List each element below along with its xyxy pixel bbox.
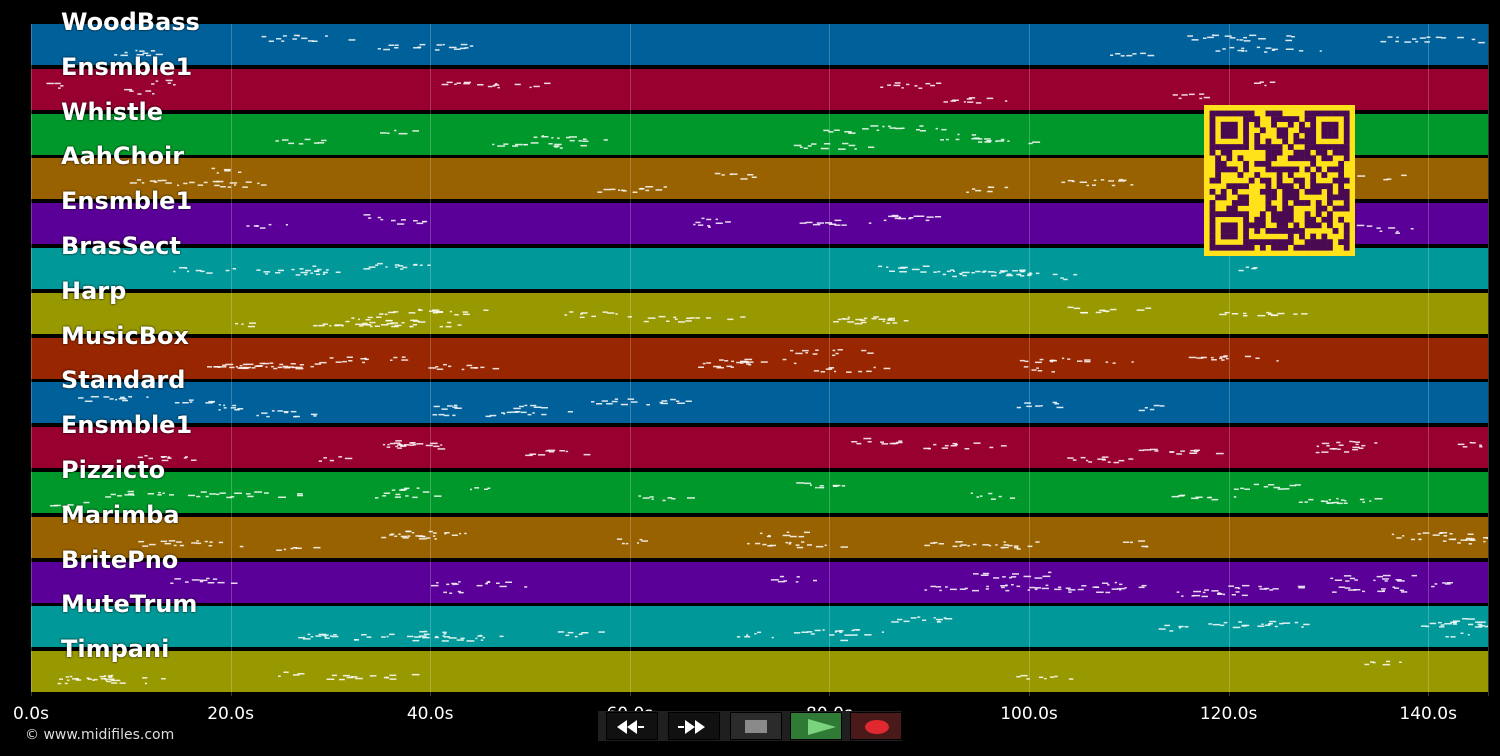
track-name-label: Timpani — [61, 635, 170, 664]
rewind-icon — [617, 720, 644, 734]
fast-forward-icon — [678, 720, 705, 734]
track-name-label: Pizzicto — [61, 456, 166, 484]
note-marks — [275, 124, 1041, 150]
track-lane[interactable]: Timpani — [31, 635, 1488, 695]
time-tick-label: 140.0s — [1399, 704, 1457, 724]
track-lane[interactable]: BritePno — [31, 546, 1488, 605]
time-gridline — [1428, 24, 1430, 696]
time-gridline — [230, 24, 232, 696]
stop-icon — [745, 720, 767, 733]
note-marks — [298, 616, 1488, 643]
track-name-label: Whistle — [61, 97, 164, 126]
note-marks — [235, 306, 1308, 328]
track-name-label: Standard — [61, 366, 186, 395]
rewind-button[interactable] — [606, 712, 658, 740]
track-name-label: Harp — [61, 276, 127, 305]
note-marks — [129, 168, 1407, 194]
stop-button[interactable] — [730, 712, 782, 740]
play-icon — [808, 719, 836, 735]
note-marks — [170, 571, 1453, 597]
track-name-label: Ensmble1 — [61, 52, 193, 81]
qr-code-image — [1209, 110, 1350, 251]
credit-text: © www.midifiles.com — [25, 727, 175, 743]
note-marks — [46, 79, 1276, 104]
time-tick-label: 100.0s — [1000, 704, 1058, 724]
time-gridline — [31, 24, 32, 696]
transport-bar — [598, 711, 902, 741]
note-marks — [207, 348, 1279, 373]
note-marks — [114, 34, 1485, 57]
track-lane[interactable]: Marimba — [31, 501, 1488, 560]
track-lane[interactable]: Harp — [31, 277, 1488, 336]
track-name-label: AahChoir — [61, 142, 185, 171]
play-button[interactable] — [790, 712, 842, 740]
time-tick-label: 20.0s — [207, 704, 254, 724]
track-name-label: MusicBox — [61, 321, 189, 350]
time-gridline — [629, 24, 631, 696]
qr-code — [1204, 105, 1355, 256]
track-lane[interactable]: WoodBass — [31, 8, 1488, 67]
track-name-label: MuteTrum — [61, 590, 198, 619]
fast-forward-button[interactable] — [668, 712, 720, 740]
time-tick-label: 0.0s — [13, 704, 49, 724]
timeline-border — [1488, 24, 1489, 696]
time-tick-label: 120.0s — [1199, 704, 1258, 724]
time-tick-label: 40.0s — [406, 704, 454, 724]
time-gridline — [430, 24, 432, 696]
note-marks — [57, 660, 1402, 685]
note-marks — [137, 437, 1483, 464]
track-name-label: BritePno — [61, 545, 179, 574]
track-lane[interactable]: Pizzicto — [31, 456, 1488, 515]
track-name-label: BrasSect — [61, 232, 181, 260]
track-name-label: Ensmble1 — [61, 187, 193, 216]
note-marks — [138, 530, 1488, 551]
track-name-label: Marimba — [61, 500, 180, 529]
note-marks — [78, 396, 1165, 418]
track-name-label: WoodBass — [61, 8, 200, 36]
track-lane[interactable]: Ensmble1 — [31, 53, 1488, 112]
time-gridline — [1029, 24, 1030, 696]
note-marks — [50, 482, 1383, 508]
track-name-label: Ensmble1 — [61, 411, 193, 440]
track-lane[interactable]: MusicBox — [31, 322, 1488, 381]
track-lane[interactable]: Ensmble1 — [31, 411, 1488, 471]
record-icon — [865, 720, 889, 734]
record-button[interactable] — [850, 712, 902, 740]
track-lane[interactable]: Standard — [31, 366, 1488, 426]
time-gridline — [1228, 24, 1230, 696]
track-lane[interactable]: MuteTrum — [31, 590, 1488, 650]
time-gridline — [829, 24, 831, 696]
note-marks — [173, 262, 1258, 281]
